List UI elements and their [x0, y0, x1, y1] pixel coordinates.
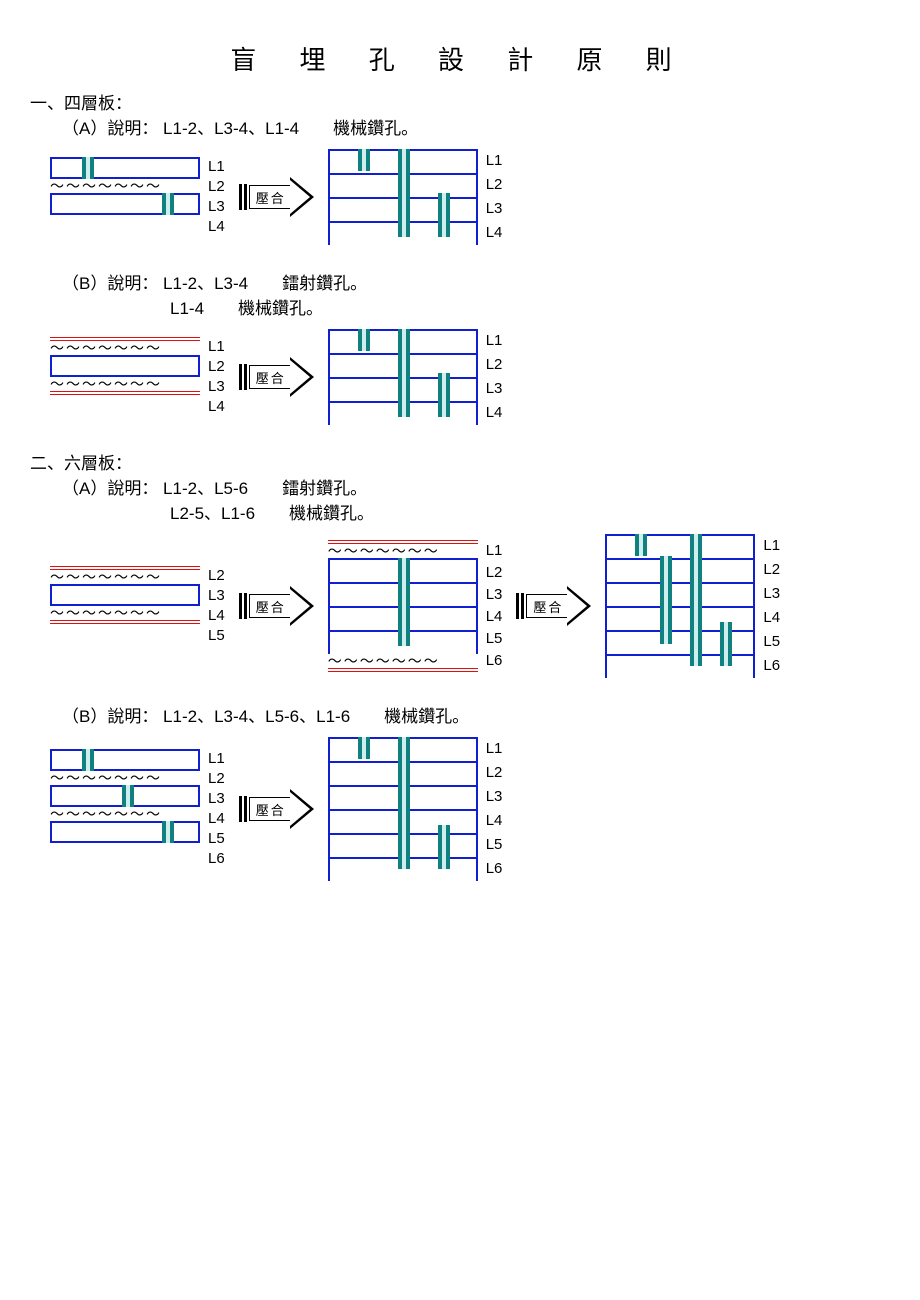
d2a-left-stack: ～～～～～～～ ～～～～～～～	[50, 566, 200, 646]
copper-foil	[50, 391, 200, 395]
via	[438, 193, 450, 237]
via	[438, 825, 450, 869]
s2a-desc2: L2-5、L1-6 機械鑽孔。	[170, 499, 890, 524]
d1a-right-stack	[328, 149, 478, 245]
s1b-desc1: （B）說明： L1-2、L3-4 鐳射鑽孔。	[62, 269, 890, 294]
layer	[605, 606, 755, 630]
diagram-1b: ～～～～～～～ ～～～～～～～ L1L2 L3L4 壓合 L1L2 L3L4	[50, 329, 890, 425]
prepreg: ～～～～～～～	[50, 377, 200, 391]
page-title: 盲 埋 孔 設 計 原 則	[30, 40, 890, 77]
via	[635, 534, 647, 556]
diagram-1a: ～～～～～～～ L1L2 L3L4 壓合 L1L2 L3L4	[50, 149, 890, 245]
layer-labels: L1L2 L3L4 L5L6	[763, 534, 780, 678]
layer-labels: L1L2 L3L4	[486, 329, 503, 425]
core	[50, 785, 200, 807]
d2a-mid-stack: ～～～～～～～ ～～～～～～～	[328, 540, 478, 672]
laminate-arrow: 壓合	[239, 586, 314, 626]
d1b-left-stack: ～～～～～～～ ～～～～～～～	[50, 337, 200, 417]
prepreg: ～～～～～～～	[50, 771, 200, 785]
laminate-arrow: 壓合	[239, 177, 314, 217]
layer	[605, 558, 755, 582]
prepreg: ～～～～～～～	[328, 654, 478, 668]
via	[358, 737, 370, 759]
layer	[605, 534, 755, 558]
core	[50, 157, 200, 179]
layer-labels: L1L2 L3L4 L5L6	[208, 749, 225, 869]
via	[398, 558, 410, 646]
layer-labels: L1L2 L3L4 L5L6	[486, 540, 503, 672]
section-1-head: 一、四層板：	[30, 89, 890, 114]
via	[690, 534, 702, 666]
core	[50, 749, 200, 771]
prepreg: ～～～～～～～	[50, 606, 200, 620]
core	[50, 355, 200, 377]
laminate-arrow: 壓合	[239, 357, 314, 397]
section-2-head: 二、六層板：	[30, 449, 890, 474]
d1a-left-stack: ～～～～～～～	[50, 157, 200, 237]
s1a-desc: （A）說明： L1-2、L3-4、L1-4 機械鑽孔。	[62, 114, 890, 139]
s2a-desc1: （A）說明： L1-2、L5-6 鐳射鑽孔。	[62, 474, 890, 499]
d2b-left-stack: ～～～～～～～ ～～～～～～～	[50, 749, 200, 869]
layer	[605, 630, 755, 654]
s2b-desc: （B）說明： L1-2、L3-4、L5-6、L1-6 機械鑽孔。	[62, 702, 890, 727]
prepreg: ～～～～～～～	[50, 179, 200, 193]
layer	[605, 654, 755, 678]
layer-labels: L2L3 L4L5	[208, 566, 225, 646]
layer-labels: L1L2 L3L4	[486, 149, 503, 245]
laminate-arrow: 壓合	[239, 789, 314, 829]
via	[398, 781, 410, 825]
core	[50, 584, 200, 606]
via	[358, 329, 370, 351]
layer-labels: L1L2 L3L4	[208, 157, 225, 237]
via	[358, 149, 370, 171]
d1b-right-stack	[328, 329, 478, 425]
layer-labels: L1L2 L3L4 L5L6	[486, 737, 503, 881]
via	[720, 622, 732, 666]
copper-foil	[328, 668, 478, 672]
prepreg: ～～～～～～～	[50, 570, 200, 584]
d2a-right-stack	[605, 534, 755, 678]
prepreg: ～～～～～～～	[50, 341, 200, 355]
diagram-2a: ～～～～～～～ ～～～～～～～ L2L3 L4L5 壓合 ～～～～～～～ ～～～…	[50, 534, 890, 678]
diagram-2b: ～～～～～～～ ～～～～～～～ L1L2 L3L4 L5L6 壓合 L1L2 L…	[50, 737, 890, 881]
via	[660, 556, 672, 644]
d2b-right-stack	[328, 737, 478, 881]
core	[50, 821, 200, 843]
prepreg: ～～～～～～～	[50, 807, 200, 821]
s1b-desc2: L1-4 機械鑽孔。	[170, 294, 890, 319]
layer	[605, 582, 755, 606]
via	[438, 373, 450, 417]
prepreg: ～～～～～～～	[328, 544, 478, 558]
laminate-arrow: 壓合	[516, 586, 591, 626]
copper-foil	[50, 620, 200, 624]
via	[398, 329, 410, 417]
layer-labels: L1L2 L3L4	[208, 337, 225, 417]
core	[50, 193, 200, 215]
via	[398, 149, 410, 237]
